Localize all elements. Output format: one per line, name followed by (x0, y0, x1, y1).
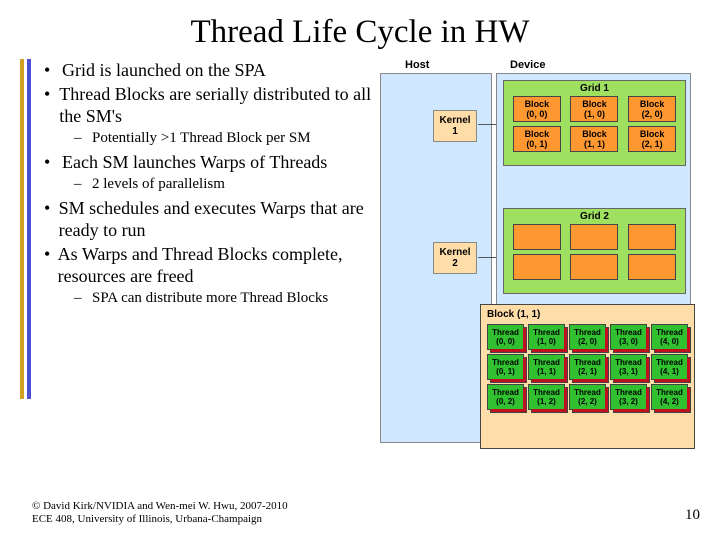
grid-2-label: Grid 2 (504, 209, 685, 224)
block: Block(2, 1) (628, 126, 676, 152)
block (628, 254, 676, 280)
grid-1-label: Grid 1 (504, 81, 685, 96)
bullet-text: Each SM launches Warps of Threads (62, 151, 327, 173)
block (570, 224, 618, 250)
bullet-text: SM schedules and executes Warps that are… (59, 197, 380, 241)
bullet-text: Thread Blocks are serially distributed t… (59, 83, 380, 127)
block: Block(2, 0) (628, 96, 676, 122)
block: Block(0, 1) (513, 126, 561, 152)
accent-bar-gold (20, 59, 24, 399)
thread: Thread(1, 1) (528, 354, 565, 380)
thread: Thread(4, 0) (651, 324, 688, 350)
thread: Thread(3, 0) (610, 324, 647, 350)
slide-title: Thread Life Cycle in HW (0, 0, 720, 59)
footer: © David Kirk/NVIDIA and Wen-mei W. Hwu, … (32, 500, 288, 526)
host-label: Host (405, 59, 429, 71)
block (570, 254, 618, 280)
device-label: Device (510, 59, 545, 71)
bullet-text: As Warps and Thread Blocks complete, res… (58, 243, 380, 287)
block-detail: Block (1, 1) Thread(0, 0)Thread(1, 0)Thr… (480, 304, 695, 449)
thread: Thread(0, 2) (487, 384, 524, 410)
block: Block(1, 1) (570, 126, 618, 152)
accent-bar-blue (27, 59, 31, 399)
thread: Thread(2, 2) (569, 384, 606, 410)
sub-bullet-text: Potentially >1 Thread Block per SM (92, 129, 311, 147)
thread: Thread(3, 1) (610, 354, 647, 380)
block-detail-label: Block (1, 1) (481, 305, 694, 324)
sub-bullet-text: 2 levels of parallelism (92, 175, 225, 193)
block (628, 224, 676, 250)
thread: Thread(1, 2) (528, 384, 565, 410)
sub-bullet-text: SPA can distribute more Thread Blocks (92, 289, 328, 307)
page-number: 10 (685, 507, 700, 524)
diagram: Host Device Kernel1 Kernel2 Grid 1 Block… (380, 59, 690, 311)
host-box: Kernel1 Kernel2 (380, 73, 492, 443)
block (513, 254, 561, 280)
thread: Thread(0, 1) (487, 354, 524, 380)
thread: Thread(3, 2) (610, 384, 647, 410)
block: Block(1, 0) (570, 96, 618, 122)
kernel-1: Kernel1 (433, 110, 477, 142)
block (513, 224, 561, 250)
bullet-text: Grid is launched on the SPA (62, 59, 266, 81)
thread: Thread(2, 0) (569, 324, 606, 350)
thread: Thread(4, 1) (651, 354, 688, 380)
kernel-2: Kernel2 (433, 242, 477, 274)
thread: Thread(0, 0) (487, 324, 524, 350)
block: Block(0, 0) (513, 96, 561, 122)
grid-2: Grid 2 (503, 208, 686, 294)
thread: Thread(4, 2) (651, 384, 688, 410)
thread: Thread(1, 0) (528, 324, 565, 350)
thread: Thread(2, 1) (569, 354, 606, 380)
grid-1: Grid 1 Block(0, 0) Block(1, 0) Block(2, 0)… (503, 80, 686, 166)
bullet-column: •Grid is launched on the SPA•Thread Bloc… (20, 59, 380, 311)
